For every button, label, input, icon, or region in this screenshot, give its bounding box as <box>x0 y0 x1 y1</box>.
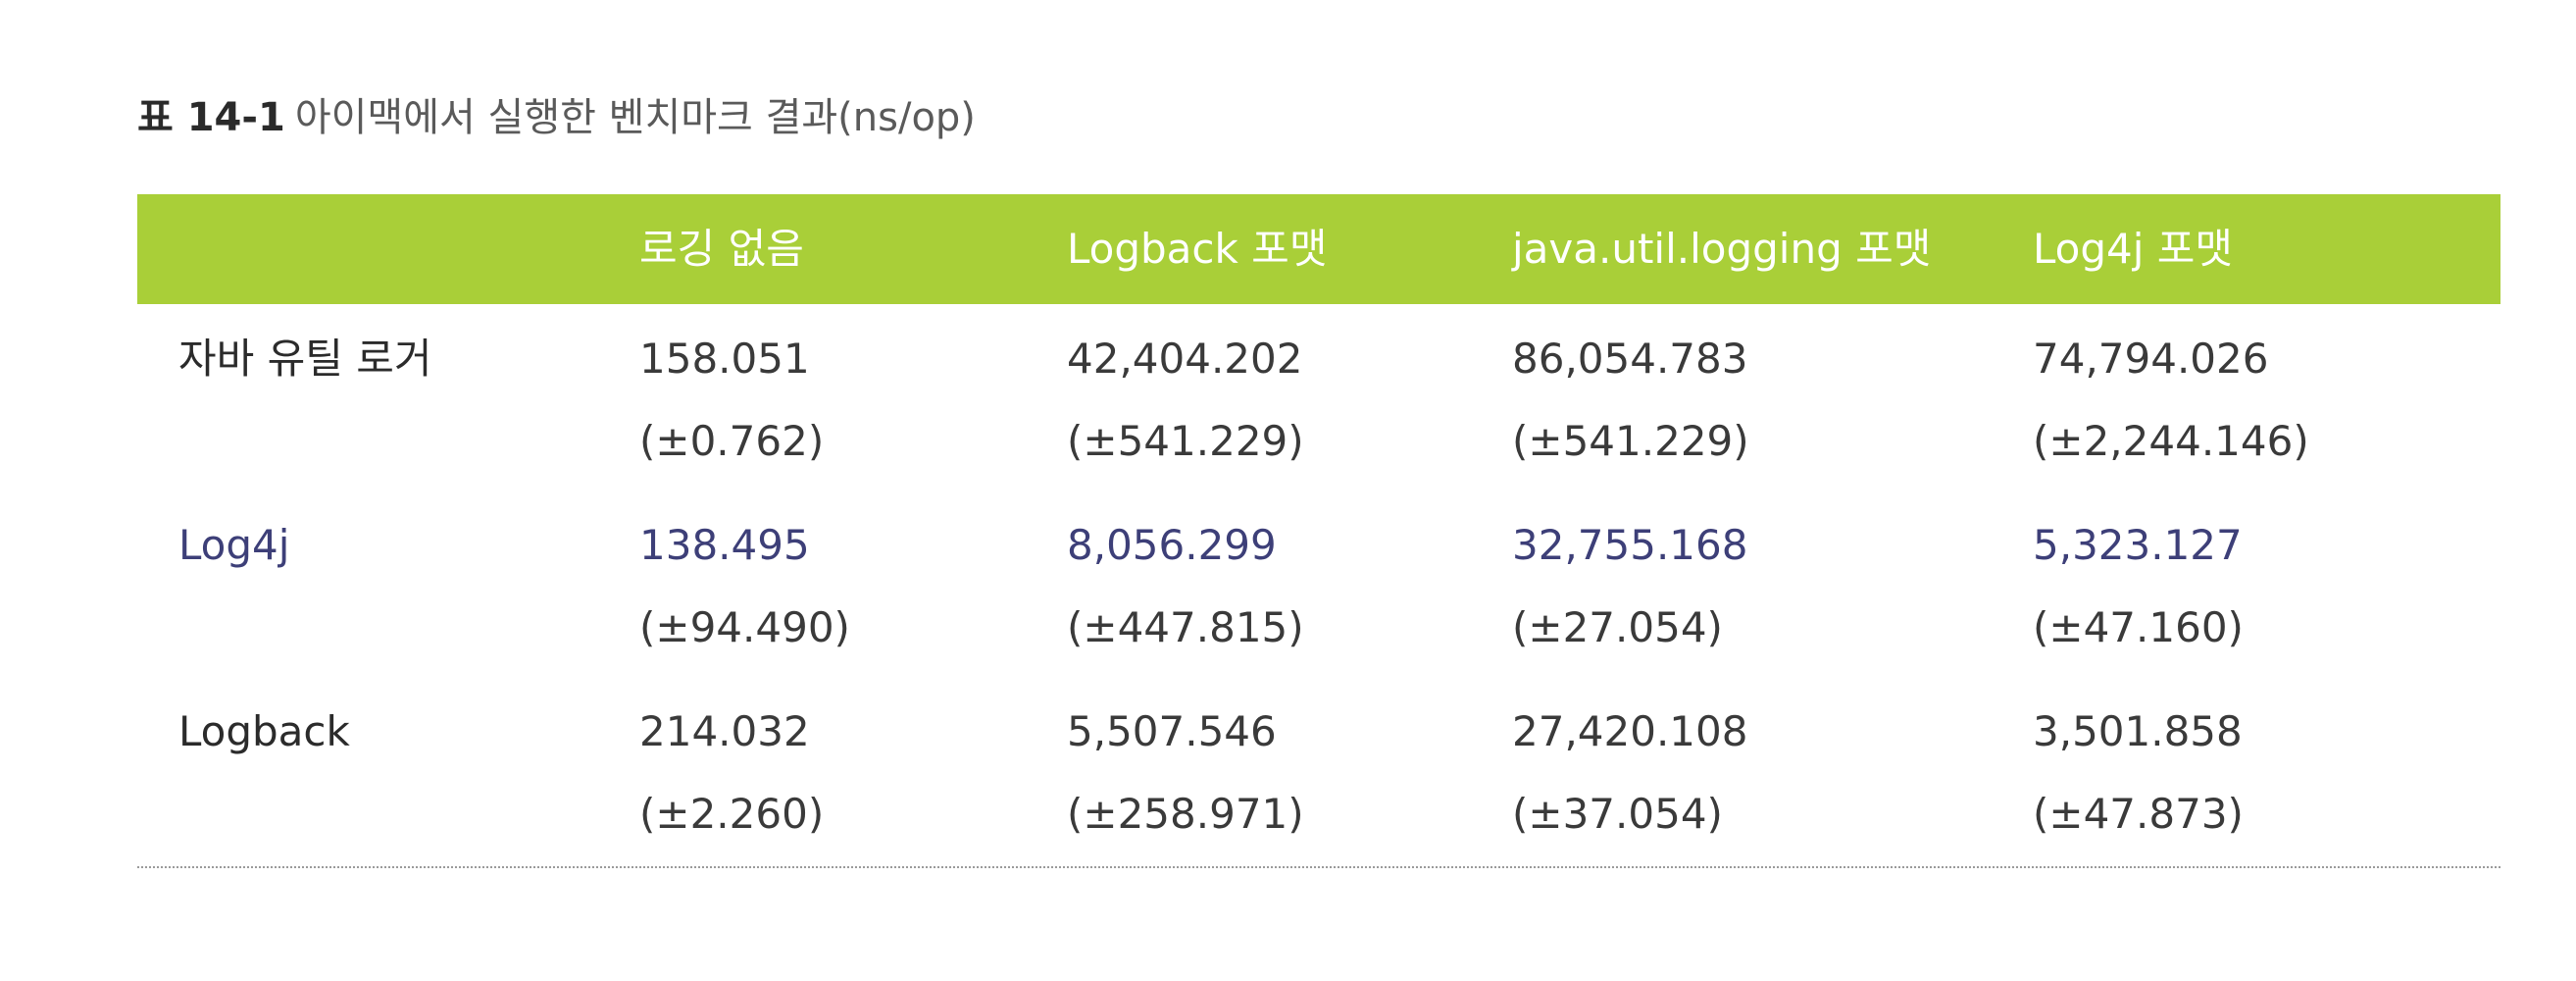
cell-error: (±2,244.146) <box>2033 417 2309 465</box>
row-label-log4j: Log4j <box>178 521 290 569</box>
cell-error: (±94.490) <box>639 603 850 651</box>
benchmark-table: 로깅 없음 Logback 포맷 java.util.logging 포맷 Lo… <box>137 194 2500 863</box>
cell-value: 138.495 <box>639 521 810 569</box>
table-cell: 5,507.546 (±258.971) <box>1067 704 1304 842</box>
column-header-logback-format: Logback 포맷 <box>1067 225 1328 273</box>
cell-value: 5,323.127 <box>2033 521 2243 569</box>
cell-error: (±47.873) <box>2033 790 2244 838</box>
table-number: 표 14-1 <box>137 95 285 140</box>
table-cell: 5,323.127 (±47.160) <box>2033 518 2244 655</box>
cell-error: (±447.815) <box>1067 603 1304 651</box>
table-cell: 138.495 (±94.490) <box>639 518 850 655</box>
cell-value: 158.051 <box>639 335 810 383</box>
cell-value: 27,420.108 <box>1512 707 1748 755</box>
cell-error: (±541.229) <box>1512 417 1749 465</box>
cell-value: 32,755.168 <box>1512 521 1748 569</box>
row-label-java-util-logger: 자바 유틸 로거 <box>178 335 432 383</box>
cell-error: (±2.260) <box>639 790 825 838</box>
cell-error: (±258.971) <box>1067 790 1304 838</box>
table-cell: 214.032 (±2.260) <box>639 704 824 842</box>
cell-value: 42,404.202 <box>1067 335 1303 383</box>
cell-error: (±541.229) <box>1067 417 1304 465</box>
column-header-jul-format: java.util.logging 포맷 <box>1512 225 1932 273</box>
table-cell: 86,054.783 (±541.229) <box>1512 332 1749 469</box>
table-cell: 74,794.026 (±2,244.146) <box>2033 332 2309 469</box>
cell-error: (±47.160) <box>2033 603 2244 651</box>
table-cell: 158.051 (±0.762) <box>639 332 824 469</box>
table-cell: 42,404.202 (±541.229) <box>1067 332 1304 469</box>
table-bottom-rule <box>137 866 2500 868</box>
cell-value: 74,794.026 <box>2033 335 2269 383</box>
table-row: 자바 유틸 로거 158.051 (±0.762) 42,404.202 (±5… <box>137 304 2500 490</box>
cell-error: (±27.054) <box>1512 603 1723 651</box>
table-row: Log4j 138.495 (±94.490) 8,056.299 (±447.… <box>137 490 2500 677</box>
cell-error: (±37.054) <box>1512 790 1723 838</box>
table-title: 아이맥에서 실행한 벤치마크 결과(ns/op) <box>294 95 976 140</box>
cell-error: (±0.762) <box>639 417 825 465</box>
cell-value: 214.032 <box>639 707 810 755</box>
table-cell: 3,501.858 (±47.873) <box>2033 704 2244 842</box>
table-cell: 32,755.168 (±27.054) <box>1512 518 1747 655</box>
cell-value: 86,054.783 <box>1512 335 1748 383</box>
column-header-log4j-format: Log4j 포맷 <box>2033 225 2234 273</box>
table-cell: 27,420.108 (±37.054) <box>1512 704 1747 842</box>
table-caption: 표 14-1 아이맥에서 실행한 벤치마크 결과(ns/op) <box>137 90 976 145</box>
cell-value: 8,056.299 <box>1067 521 1277 569</box>
table-cell: 8,056.299 (±447.815) <box>1067 518 1304 655</box>
row-label-logback: Logback <box>178 707 350 755</box>
column-header-no-logging: 로깅 없음 <box>639 225 804 273</box>
cell-value: 3,501.858 <box>2033 707 2243 755</box>
table-header: 로깅 없음 Logback 포맷 java.util.logging 포맷 Lo… <box>137 194 2500 304</box>
table-row: Logback 214.032 (±2.260) 5,507.546 (±258… <box>137 677 2500 863</box>
cell-value: 5,507.546 <box>1067 707 1277 755</box>
